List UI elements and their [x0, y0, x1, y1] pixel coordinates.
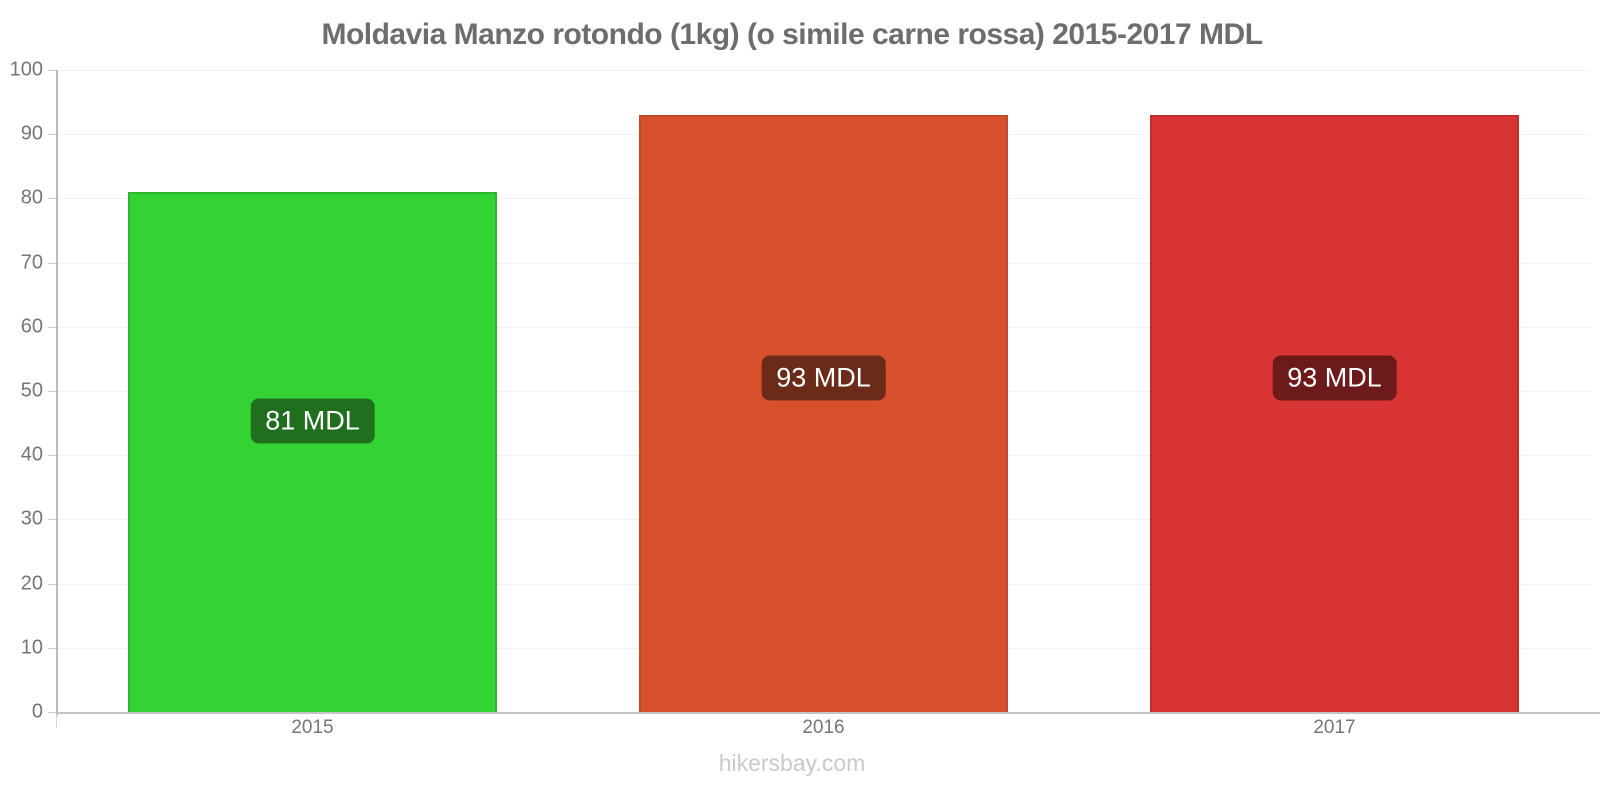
- y-tick-label-90: 90: [20, 122, 43, 145]
- y-tick-label-20: 20: [20, 572, 43, 595]
- y-axis-line: [56, 70, 58, 716]
- x-tick-label-2015: 2015: [291, 717, 334, 738]
- y-tick-label-40: 40: [20, 443, 43, 466]
- y-tick-label-50: 50: [20, 379, 43, 402]
- y-tick-label-0: 0: [31, 700, 43, 723]
- bar-2017[interactable]: [1150, 114, 1519, 712]
- y-tick-label-30: 30: [20, 507, 43, 530]
- x-tick-label-2016: 2016: [802, 717, 845, 738]
- y-tick-40: [48, 455, 57, 457]
- y-tick-90: [48, 134, 57, 136]
- bar-value-label-2015: 81 MDL: [250, 398, 375, 444]
- y-tick-label-10: 10: [20, 636, 43, 659]
- y-tick-30: [48, 519, 57, 521]
- y-tick-20: [48, 583, 57, 585]
- y-tick-50: [48, 391, 57, 392]
- y-tick-80: [48, 198, 57, 200]
- y-tick-60: [48, 326, 57, 328]
- y-tick-100: [48, 70, 57, 71]
- x-tick-label-2017: 2017: [1313, 717, 1356, 738]
- bar-2015[interactable]: [128, 191, 497, 712]
- y-tick-label-60: 60: [20, 315, 43, 338]
- y-tick-0: [48, 712, 57, 713]
- footer-brand: hikersbay.com: [718, 750, 866, 776]
- x-axis-origin-tick: [56, 714, 57, 728]
- y-tick-label-80: 80: [20, 186, 43, 209]
- y-tick-70: [48, 262, 57, 264]
- gridline-100: [57, 70, 1590, 71]
- y-tick-10: [48, 647, 57, 649]
- bar-2016[interactable]: [639, 114, 1008, 712]
- x-axis-line: [57, 712, 1600, 714]
- chart-title: Moldavia Manzo rotondo (1kg) (o simile c…: [321, 18, 1263, 51]
- y-tick-label-100: 100: [9, 58, 43, 81]
- bar-value-label-2017: 93 MDL: [1272, 355, 1397, 401]
- bar-value-label-2016: 93 MDL: [761, 355, 886, 401]
- y-tick-label-70: 70: [20, 251, 43, 274]
